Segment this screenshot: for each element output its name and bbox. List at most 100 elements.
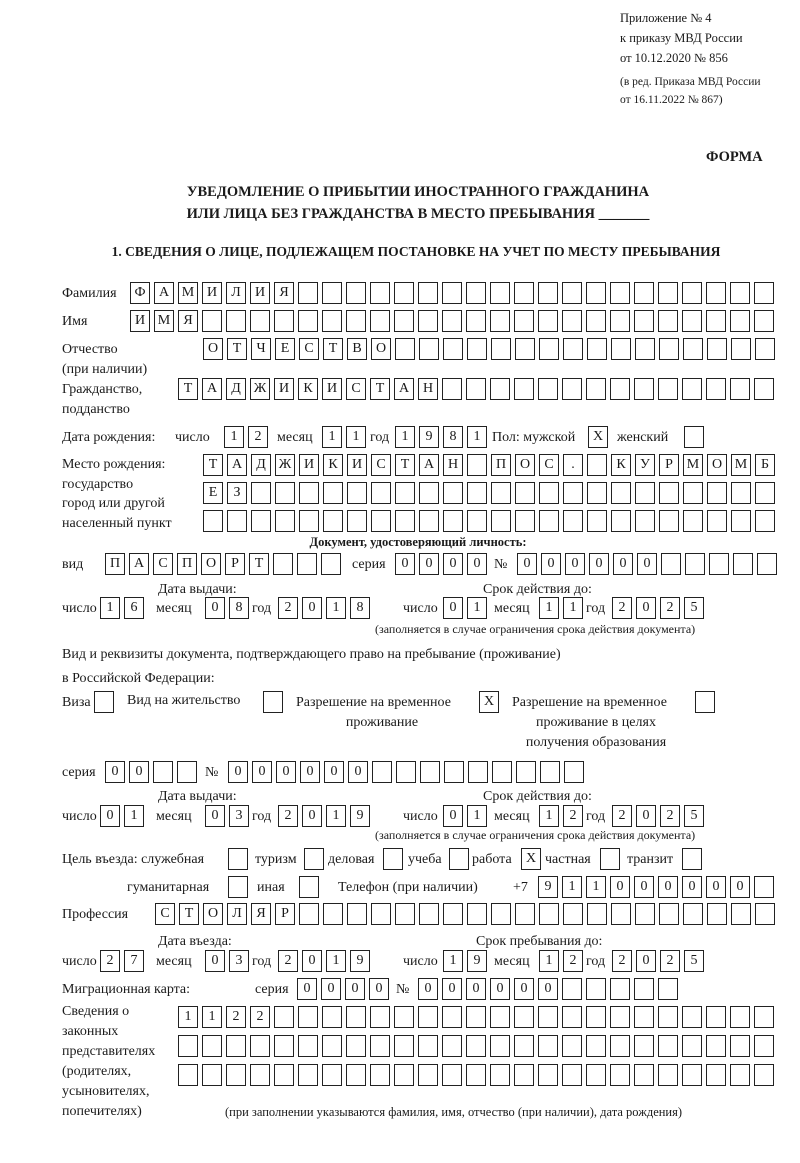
- char-cell[interactable]: [515, 482, 535, 504]
- char-cell[interactable]: [420, 761, 440, 783]
- char-cell[interactable]: [372, 761, 392, 783]
- char-cell[interactable]: 0: [228, 761, 248, 783]
- char-cell[interactable]: [178, 1035, 198, 1057]
- char-cell[interactable]: [682, 1035, 702, 1057]
- char-cell[interactable]: 0: [105, 761, 125, 783]
- sex-female-checkbox[interactable]: [684, 426, 708, 448]
- char-cell[interactable]: С: [299, 338, 319, 360]
- char-cell[interactable]: 2: [226, 1006, 246, 1028]
- char-cell[interactable]: Т: [178, 378, 198, 400]
- char-cell[interactable]: [600, 848, 620, 870]
- char-cell[interactable]: [419, 482, 439, 504]
- char-cell[interactable]: М: [178, 282, 198, 304]
- char-cell[interactable]: [346, 1035, 366, 1057]
- char-cell[interactable]: 0: [467, 553, 487, 575]
- char-cell[interactable]: [396, 761, 416, 783]
- char-cell[interactable]: [321, 553, 341, 575]
- char-cell[interactable]: [466, 310, 486, 332]
- char-cell[interactable]: Т: [370, 378, 390, 400]
- char-cell[interactable]: [274, 310, 294, 332]
- char-cell[interactable]: [586, 282, 606, 304]
- char-cell[interactable]: [322, 1064, 342, 1086]
- char-cell[interactable]: 0: [369, 978, 389, 1000]
- char-cell[interactable]: [634, 310, 654, 332]
- char-cell[interactable]: 0: [443, 805, 463, 827]
- char-cell[interactable]: [634, 1035, 654, 1057]
- char-cell[interactable]: [442, 310, 462, 332]
- char-cell[interactable]: 0: [205, 597, 225, 619]
- char-cell[interactable]: [347, 482, 367, 504]
- char-cell[interactable]: [659, 482, 679, 504]
- char-cell[interactable]: [709, 553, 729, 575]
- char-cell[interactable]: [538, 1064, 558, 1086]
- char-cell[interactable]: 0: [252, 761, 272, 783]
- char-cell[interactable]: 1: [395, 426, 415, 448]
- char-cell[interactable]: [587, 338, 607, 360]
- char-cell[interactable]: [562, 978, 582, 1000]
- char-cell[interactable]: [539, 510, 559, 532]
- char-cell[interactable]: [299, 482, 319, 504]
- char-cell[interactable]: [467, 510, 487, 532]
- char-cell[interactable]: [370, 1006, 390, 1028]
- char-cell[interactable]: [515, 338, 535, 360]
- char-cell[interactable]: [658, 978, 678, 1000]
- char-cell[interactable]: 0: [443, 597, 463, 619]
- char-cell[interactable]: Д: [251, 454, 271, 476]
- char-cell[interactable]: [322, 1006, 342, 1028]
- char-cell[interactable]: [538, 1035, 558, 1057]
- char-cell[interactable]: Я: [178, 310, 198, 332]
- char-cell[interactable]: 0: [466, 978, 486, 1000]
- char-cell[interactable]: 0: [490, 978, 510, 1000]
- char-cell[interactable]: [491, 338, 511, 360]
- char-cell[interactable]: [634, 378, 654, 400]
- char-cell[interactable]: [395, 903, 415, 925]
- char-cell[interactable]: [538, 378, 558, 400]
- char-cell[interactable]: 0: [442, 978, 462, 1000]
- char-cell[interactable]: [347, 510, 367, 532]
- char-cell[interactable]: [346, 1064, 366, 1086]
- char-cell[interactable]: [263, 691, 283, 713]
- char-cell[interactable]: [490, 1006, 510, 1028]
- char-cell[interactable]: [514, 282, 534, 304]
- char-cell[interactable]: [587, 482, 607, 504]
- char-cell[interactable]: [347, 903, 367, 925]
- char-cell[interactable]: [540, 761, 560, 783]
- char-cell[interactable]: [178, 1064, 198, 1086]
- char-cell[interactable]: [730, 310, 750, 332]
- char-cell[interactable]: 0: [419, 553, 439, 575]
- char-cell[interactable]: [394, 1035, 414, 1057]
- char-cell[interactable]: 9: [350, 805, 370, 827]
- char-cell[interactable]: 1: [539, 805, 559, 827]
- char-cell[interactable]: 8: [229, 597, 249, 619]
- char-cell[interactable]: В: [347, 338, 367, 360]
- char-cell[interactable]: [418, 1035, 438, 1057]
- char-cell[interactable]: [443, 338, 463, 360]
- char-cell[interactable]: [683, 338, 703, 360]
- purpose-service-checkbox[interactable]: [228, 848, 252, 870]
- char-cell[interactable]: 0: [517, 553, 537, 575]
- char-cell[interactable]: Ч: [251, 338, 271, 360]
- char-cell[interactable]: 2: [248, 426, 268, 448]
- char-cell[interactable]: [467, 338, 487, 360]
- char-cell[interactable]: [322, 282, 342, 304]
- char-cell[interactable]: [515, 903, 535, 925]
- char-cell[interactable]: Е: [203, 482, 223, 504]
- char-cell[interactable]: 1: [322, 426, 342, 448]
- char-cell[interactable]: 1: [326, 597, 346, 619]
- char-cell[interactable]: [418, 1064, 438, 1086]
- char-cell[interactable]: 0: [345, 978, 365, 1000]
- char-cell[interactable]: Т: [227, 338, 247, 360]
- char-cell[interactable]: [395, 338, 415, 360]
- char-cell[interactable]: 1: [443, 950, 463, 972]
- purpose-work-checkbox[interactable]: X: [521, 848, 545, 870]
- char-cell[interactable]: X: [521, 848, 541, 870]
- char-cell[interactable]: [514, 1035, 534, 1057]
- char-cell[interactable]: [514, 1064, 534, 1086]
- char-cell[interactable]: [611, 903, 631, 925]
